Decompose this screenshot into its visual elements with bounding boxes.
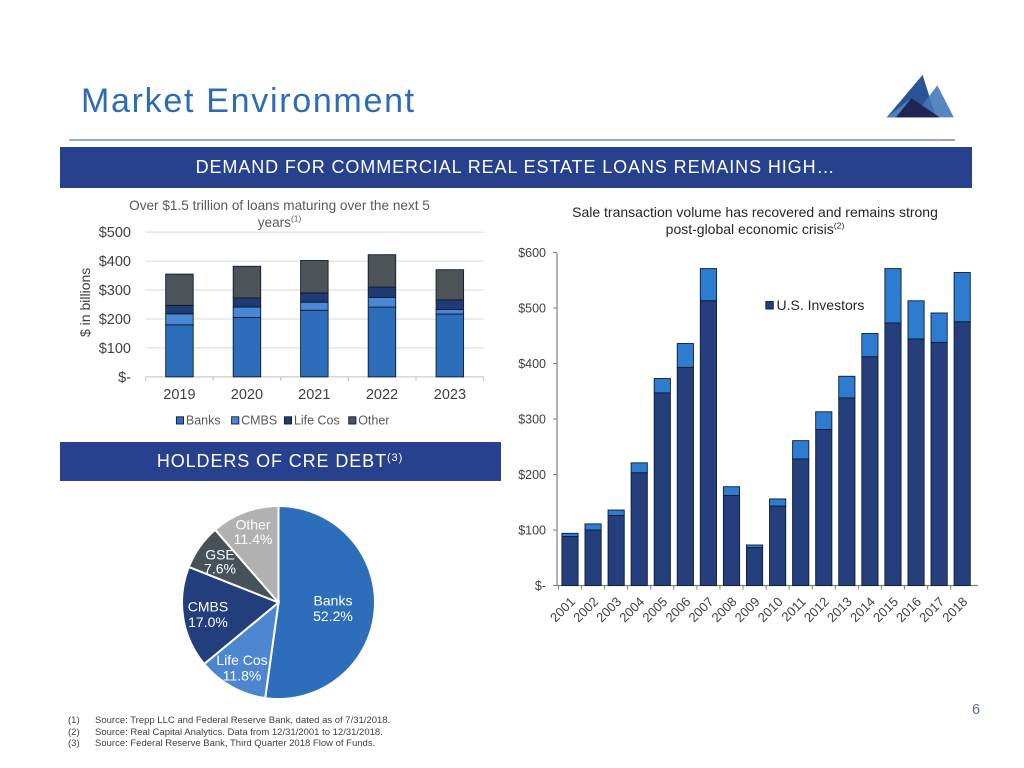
svg-text:2017: 2017 <box>916 594 947 625</box>
svg-text:2009: 2009 <box>732 594 763 625</box>
svg-text:2013: 2013 <box>824 594 855 625</box>
svg-text:2008: 2008 <box>709 594 740 625</box>
svg-text:$500: $500 <box>518 302 546 316</box>
svg-text:2023: 2023 <box>434 387 466 403</box>
svg-text:2011: 2011 <box>778 594 808 624</box>
svg-text:2010: 2010 <box>755 594 786 625</box>
svg-text:U.S. Investors: U.S. Investors <box>777 297 865 313</box>
svg-text:$300: $300 <box>99 283 131 299</box>
svg-text:2019: 2019 <box>163 387 195 403</box>
svg-text:Life Cos: Life Cos <box>216 652 267 668</box>
svg-text:11.8%: 11.8% <box>223 668 262 684</box>
svg-text:$400: $400 <box>518 357 546 371</box>
svg-text:2015: 2015 <box>870 594 901 625</box>
svg-text:$-: $- <box>118 370 131 386</box>
svg-text:2012: 2012 <box>801 594 832 625</box>
svg-text:2021: 2021 <box>298 387 330 403</box>
svg-text:$200: $200 <box>518 468 546 482</box>
svg-text:Life Cos: Life Cos <box>294 413 340 427</box>
svg-text:2001: 2001 <box>547 594 578 625</box>
svg-text:CMBS: CMBS <box>188 599 228 615</box>
svg-text:2007: 2007 <box>685 594 716 625</box>
svg-text:2018: 2018 <box>939 594 970 625</box>
svg-text:Other: Other <box>235 517 270 533</box>
svg-text:$200: $200 <box>99 312 131 328</box>
svg-text:2006: 2006 <box>662 594 693 625</box>
svg-text:Banks: Banks <box>186 413 221 427</box>
svg-text:17.0%: 17.0% <box>188 614 228 630</box>
svg-text:$300: $300 <box>518 413 546 427</box>
svg-text:2022: 2022 <box>366 387 398 403</box>
svg-text:$100: $100 <box>99 341 131 357</box>
svg-text:52.2%: 52.2% <box>313 608 353 624</box>
svg-text:$400: $400 <box>99 254 131 270</box>
svg-text:GSE: GSE <box>205 547 235 563</box>
svg-text:2005: 2005 <box>639 594 670 625</box>
svg-text:11.4%: 11.4% <box>234 531 273 547</box>
svg-text:$600: $600 <box>518 246 546 260</box>
svg-text:2003: 2003 <box>593 594 624 625</box>
svg-text:2014: 2014 <box>847 594 878 625</box>
svg-text:$-: $- <box>535 579 546 593</box>
svg-text:7.6%: 7.6% <box>204 561 236 577</box>
svg-text:$500: $500 <box>99 225 131 241</box>
svg-text:2020: 2020 <box>231 387 263 403</box>
svg-text:$ in billions: $ in billions <box>77 268 93 337</box>
svg-text:2004: 2004 <box>616 594 647 625</box>
svg-text:$100: $100 <box>518 524 546 538</box>
svg-text:CMBS: CMBS <box>241 413 277 427</box>
svg-text:2016: 2016 <box>893 594 924 625</box>
svg-text:Banks: Banks <box>314 593 353 609</box>
svg-text:2002: 2002 <box>570 594 601 625</box>
svg-text:Other: Other <box>358 413 389 427</box>
